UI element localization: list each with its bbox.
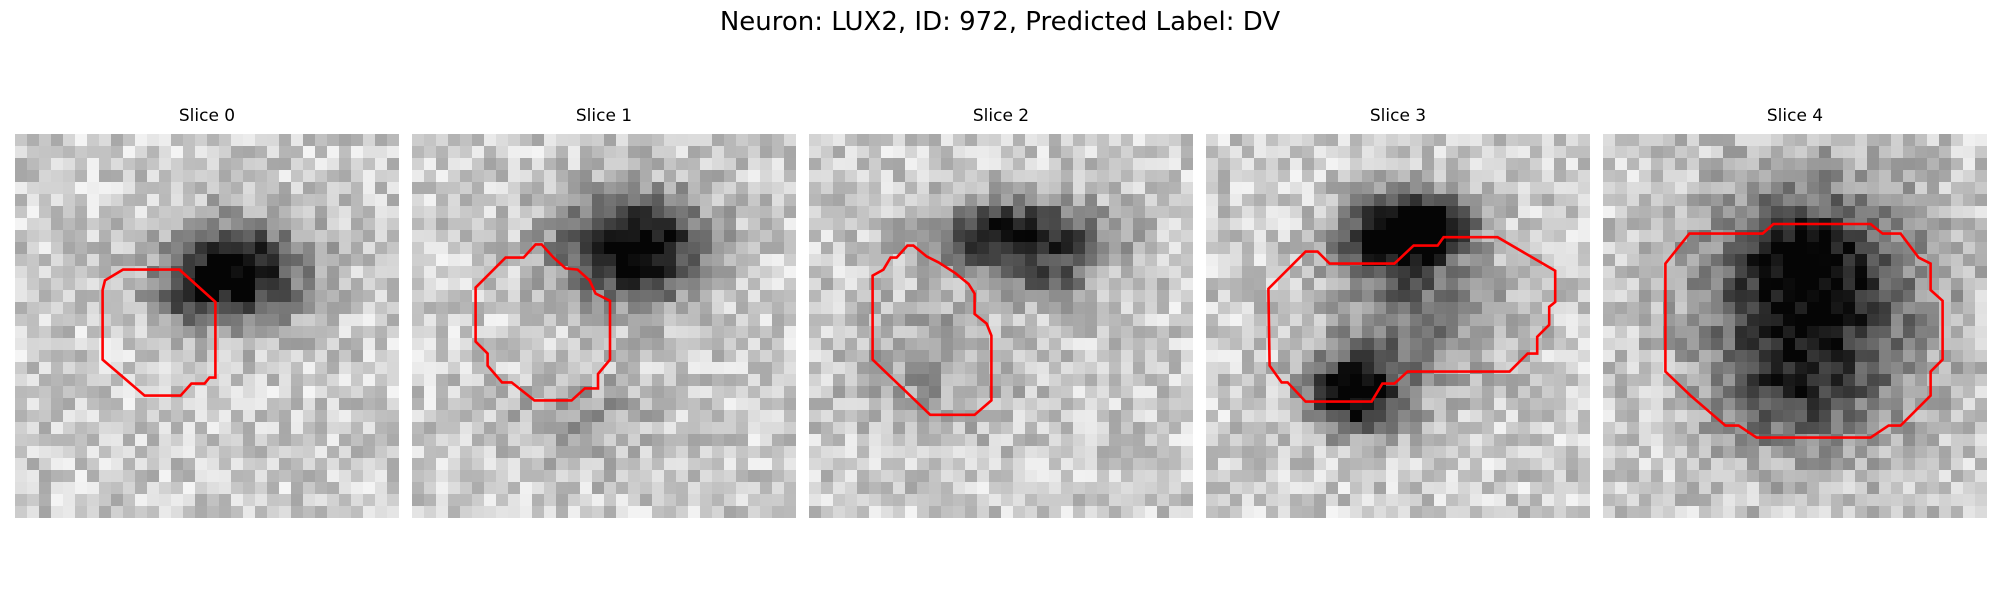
- slice-image: [1206, 134, 1590, 518]
- segmentation-outline: [474, 243, 612, 402]
- figure-title: Neuron: LUX2, ID: 972, Predicted Label: …: [719, 7, 1281, 37]
- slice-image: [15, 134, 399, 518]
- segmentation-outline: [101, 268, 217, 397]
- slice-title: Slice 3: [1369, 106, 1427, 126]
- slice-image: [1603, 134, 1987, 518]
- slice-title: Slice 2: [972, 106, 1030, 126]
- segmentation-outline: [871, 244, 993, 417]
- slice-title: Slice 4: [1766, 106, 1824, 126]
- slice-image: [412, 134, 796, 518]
- slice-image: [809, 134, 1193, 518]
- segmentation-outline: [1267, 235, 1557, 403]
- slice-title: Slice 0: [178, 106, 236, 126]
- slice-title: Slice 1: [575, 106, 633, 126]
- segmentation-outline: [1664, 222, 1944, 439]
